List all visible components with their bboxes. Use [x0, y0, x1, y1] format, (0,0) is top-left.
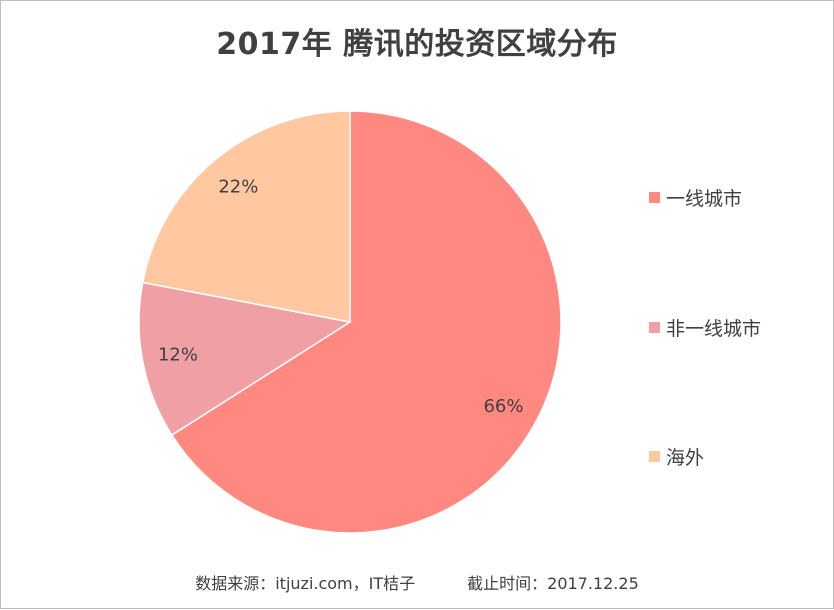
chart-title: 2017年 腾讯的投资区域分布 — [216, 27, 618, 62]
legend-label: 一线城市 — [666, 188, 743, 210]
pie-slice-海外 — [141, 110, 351, 323]
legend: 一线城市非一线城市海外 — [649, 1, 819, 610]
footer: 数据来源：itjuzi.com，IT桔子 截止时间：2017.12.25 — [1, 570, 833, 594]
legend-swatch — [649, 322, 660, 333]
pie-value-label-海外: 22% — [218, 177, 258, 198]
cutoff-date: 截止时间：2017.12.25 — [467, 574, 639, 593]
legend-item-一线城市: 一线城市 — [649, 184, 742, 211]
legend-swatch — [649, 192, 660, 203]
legend-item-非一线城市: 非一线城市 — [649, 314, 761, 341]
legend-label: 海外 — [666, 447, 705, 469]
pie-value-label-一线城市: 66% — [483, 396, 523, 417]
legend-label: 非一线城市 — [666, 318, 762, 340]
pie-value-label-非一线城市: 12% — [158, 344, 198, 365]
pie-slices — [138, 110, 562, 534]
legend-swatch — [649, 451, 660, 462]
pie-slice-一线城市 — [170, 110, 562, 534]
pie-value-labels: 66% 12% 22% — [158, 177, 524, 417]
legend-item-海外: 海外 — [649, 443, 704, 470]
data-source: 数据来源：itjuzi.com，IT桔子 — [195, 574, 416, 593]
pie-slice-非一线城市 — [138, 281, 353, 437]
